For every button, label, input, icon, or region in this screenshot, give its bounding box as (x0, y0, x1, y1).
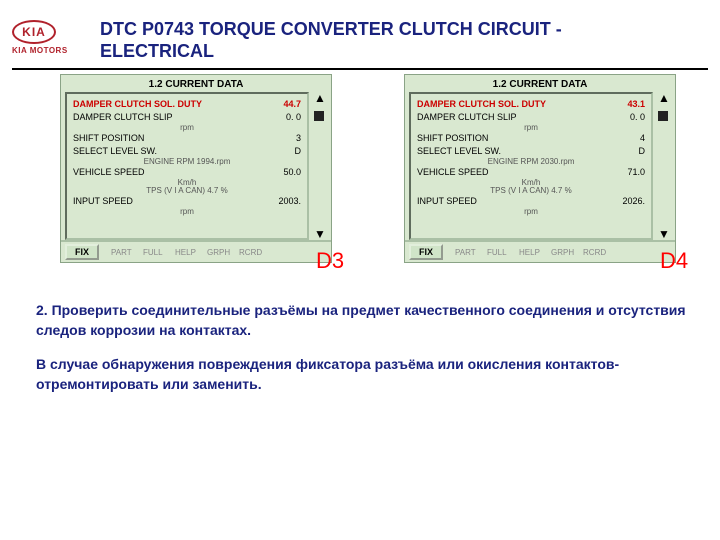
data-row: DAMPER CLUTCH SOL. DUTY 43.1 (417, 98, 645, 111)
row-label-center: ENGINE RPM 2030.rpm (417, 157, 645, 166)
data-row: SHIFT POSITION 4 (417, 132, 645, 145)
page-title: DTC P0743 TORQUE CONVERTER CLUTCH CIRCUI… (100, 18, 660, 62)
scroll-stop-icon[interactable] (314, 111, 324, 121)
panel-heading: 1.2 CURRENT DATA (405, 79, 675, 90)
footer-label: RCRD (583, 248, 603, 257)
scrollbar[interactable]: ▲ ▼ (655, 91, 673, 241)
scroll-up-icon[interactable]: ▲ (658, 91, 670, 105)
footer-label: HELP (175, 248, 195, 257)
row-value: 71.0 (627, 166, 645, 179)
footer-label: GRPH (551, 248, 571, 257)
row-value: 4 (640, 132, 645, 145)
panel-tag-d4: D4 (660, 250, 688, 272)
data-row: DAMPER CLUTCH SOL. DUTY 44.7 (73, 98, 301, 111)
row-unit: rpm (417, 123, 645, 132)
instruction-line-1: 2. Проверить соединительные разъёмы на п… (36, 300, 686, 340)
instructions-block: 2. Проверить соединительные разъёмы на п… (36, 300, 686, 408)
fix-button[interactable]: FIX (65, 244, 99, 260)
row-label: SHIFT POSITION (73, 132, 144, 145)
scroll-up-icon[interactable]: ▲ (314, 91, 326, 105)
panels-container: 1.2 CURRENT DATA DAMPER CLUTCH SOL. DUTY… (60, 74, 676, 263)
data-panel-d3: 1.2 CURRENT DATA DAMPER CLUTCH SOL. DUTY… (60, 74, 332, 263)
footer-label: FULL (143, 248, 163, 257)
row-value: 2003. (278, 195, 301, 208)
panel-body: DAMPER CLUTCH SOL. DUTY 43.1 DAMPER CLUT… (409, 92, 653, 240)
data-row: SHIFT POSITION 3 (73, 132, 301, 145)
scroll-down-icon[interactable]: ▼ (658, 227, 670, 241)
footer-label: PART (455, 248, 475, 257)
row-label: VEHICLE SPEED (417, 166, 489, 179)
row-unit: rpm (73, 123, 301, 132)
footer-label: HELP (519, 248, 539, 257)
row-label: DAMPER CLUTCH SOL. DUTY (417, 98, 546, 111)
row-label: DAMPER CLUTCH SLIP (417, 111, 517, 124)
panel-heading: 1.2 CURRENT DATA (61, 79, 331, 90)
footer-label: FULL (487, 248, 507, 257)
row-unit: rpm (73, 207, 301, 216)
row-value: D (639, 145, 646, 158)
row-label: SHIFT POSITION (417, 132, 488, 145)
footer-label: PART (111, 248, 131, 257)
panel-d3-wrap: 1.2 CURRENT DATA DAMPER CLUTCH SOL. DUTY… (60, 74, 332, 263)
footer-label: GRPH (207, 248, 227, 257)
panel-footer: FIX PART FULL HELP GRPH RCRD (405, 240, 675, 262)
fix-button[interactable]: FIX (409, 244, 443, 260)
row-value: 43.1 (627, 98, 645, 111)
logo-oval: KIA (12, 20, 56, 44)
row-label-center: ENGINE RPM 1994.rpm (73, 157, 301, 166)
kia-logo: KIA KIA MOTORS (12, 20, 72, 55)
footer-labels: PART FULL HELP GRPH RCRD (455, 248, 603, 257)
row-label-center: TPS (V I A CAN) 4.7 % (73, 186, 301, 195)
row-value: 3 (296, 132, 301, 145)
panel-body: DAMPER CLUTCH SOL. DUTY 44.7 DAMPER CLUT… (65, 92, 309, 240)
row-unit: rpm (417, 207, 645, 216)
row-label-center: TPS (V I A CAN) 4.7 % (417, 186, 645, 195)
row-value: 44.7 (283, 98, 301, 111)
scrollbar[interactable]: ▲ ▼ (311, 91, 329, 241)
instruction-line-2: В случае обнаружения повреждения фиксато… (36, 354, 686, 394)
row-value: 0. 0 (286, 111, 301, 124)
row-label: INPUT SPEED (73, 195, 133, 208)
logo-subtext: KIA MOTORS (12, 46, 72, 55)
panel-tag-d3: D3 (316, 250, 344, 272)
row-label: VEHICLE SPEED (73, 166, 145, 179)
panel-d4-wrap: 1.2 CURRENT DATA DAMPER CLUTCH SOL. DUTY… (404, 74, 676, 263)
scroll-stop-icon[interactable] (658, 111, 668, 121)
row-label: DAMPER CLUTCH SLIP (73, 111, 173, 124)
footer-labels: PART FULL HELP GRPH RCRD (111, 248, 259, 257)
footer-label: RCRD (239, 248, 259, 257)
title-underline (12, 68, 708, 70)
row-value: 50.0 (283, 166, 301, 179)
scroll-down-icon[interactable]: ▼ (314, 227, 326, 241)
panel-footer: FIX PART FULL HELP GRPH RCRD (61, 240, 331, 262)
row-label: DAMPER CLUTCH SOL. DUTY (73, 98, 202, 111)
row-value: D (295, 145, 302, 158)
row-value: 2026. (622, 195, 645, 208)
row-value: 0. 0 (630, 111, 645, 124)
row-label: INPUT SPEED (417, 195, 477, 208)
data-panel-d4: 1.2 CURRENT DATA DAMPER CLUTCH SOL. DUTY… (404, 74, 676, 263)
